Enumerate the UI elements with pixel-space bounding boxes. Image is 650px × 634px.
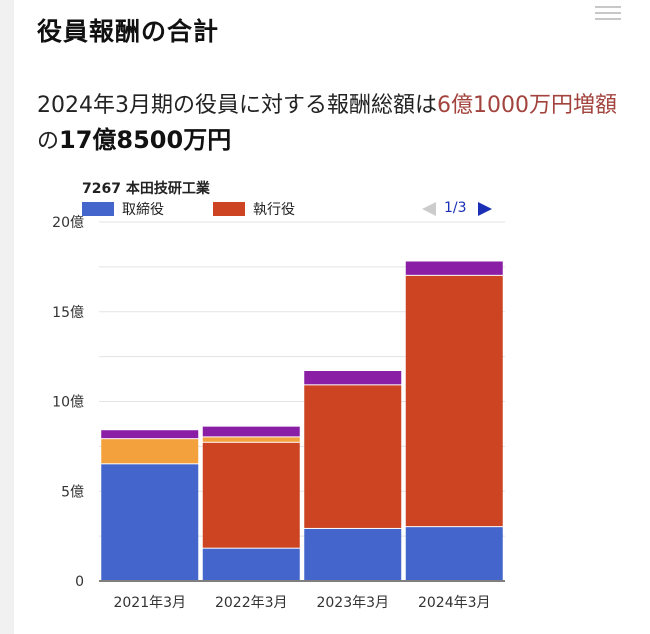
y-tick-label-2: 10億 <box>52 395 84 411</box>
bar-segment-0-0 <box>101 464 199 580</box>
bar-segment-2-0 <box>304 528 402 580</box>
bar-segment-1-2 <box>202 437 300 442</box>
headline-connector: の <box>37 129 60 154</box>
bar-segment-1-0 <box>202 548 300 580</box>
legend-item-directors: 取締役 <box>82 199 164 219</box>
chart-title: 7267 本田技研工業 <box>82 181 210 197</box>
pager-label: 1/3 <box>444 200 467 216</box>
bar-segment-1-3 <box>202 426 300 437</box>
legend-label-directors: 取締役 <box>122 202 164 218</box>
bar-segment-1-1 <box>202 442 300 548</box>
triangle-right-icon[interactable] <box>478 202 492 216</box>
y-tick-label-4: 20億 <box>52 215 84 231</box>
bar-segment-2-3 <box>304 370 402 385</box>
bar-segment-2-1 <box>304 385 402 528</box>
x-tick-label-1: 2022年3月 <box>215 595 288 611</box>
legend-swatch-executive-officers <box>213 202 245 216</box>
legend-swatch-directors <box>82 202 114 216</box>
page-title: 役員報酬の合計 <box>37 17 220 46</box>
legend-pager: 1/3 <box>422 200 502 218</box>
bar-segment-0-3 <box>101 430 199 439</box>
x-tick-label-3: 2024年3月 <box>418 595 491 611</box>
x-tick-label-0: 2021年3月 <box>113 595 186 611</box>
y-tick-label-1: 5億 <box>61 484 84 500</box>
x-tick-label-2: 2023年3月 <box>316 595 389 611</box>
bar-segment-3-0 <box>405 527 503 580</box>
triangle-left-icon[interactable] <box>422 202 436 216</box>
bar-segment-3-3 <box>405 261 503 275</box>
y-tick-label-3: 15億 <box>52 305 84 321</box>
summary-headline: 2024年3月期の役員に対する報酬総額は6億1000万円増額の17億8500万円 <box>37 88 617 159</box>
headline-increase: 6億1000万円増額 <box>437 93 617 118</box>
bar-segment-3-1 <box>405 275 503 527</box>
legend-item-executive-officers: 執行役 <box>213 199 295 219</box>
hamburger-menu-icon[interactable] <box>595 6 621 22</box>
headline-text: 2024年3月期の役員に対する報酬総額は <box>37 93 437 118</box>
legend-label-executive-officers: 執行役 <box>253 202 295 218</box>
headline-total: 17億8500万円 <box>59 126 232 154</box>
bar-segment-0-2 <box>101 439 199 464</box>
y-tick-label-0: 0 <box>75 574 84 590</box>
